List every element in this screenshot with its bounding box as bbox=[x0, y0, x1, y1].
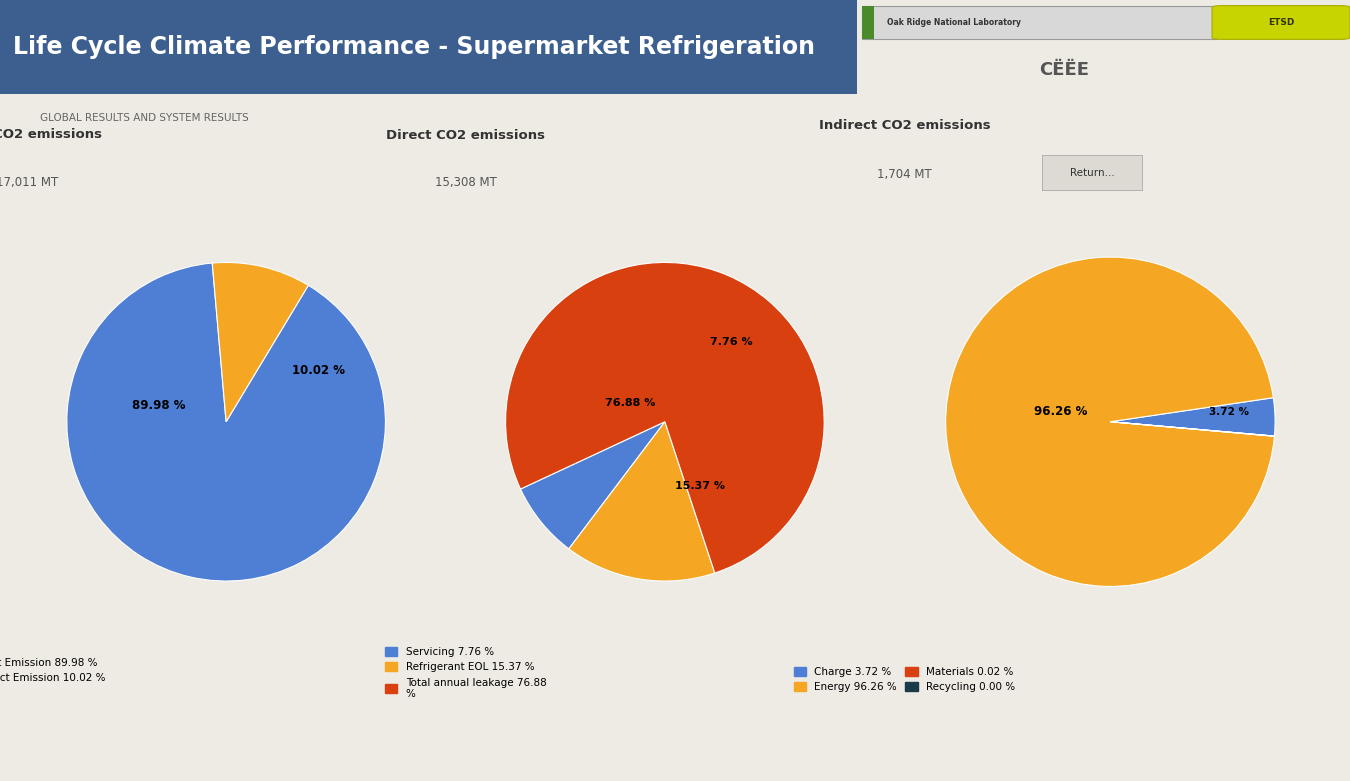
Text: 7.76 %: 7.76 % bbox=[710, 337, 753, 348]
Text: CËËE: CËËE bbox=[1040, 61, 1089, 80]
Text: 15.37 %: 15.37 % bbox=[675, 480, 725, 490]
Text: GLOBAL RESULTS AND SYSTEM RESULTS: GLOBAL RESULTS AND SYSTEM RESULTS bbox=[40, 113, 250, 123]
Wedge shape bbox=[1110, 422, 1274, 437]
Bar bbox=[863, 5, 875, 39]
Text: 76.88 %: 76.88 % bbox=[605, 398, 655, 408]
Text: ETSD: ETSD bbox=[1268, 18, 1295, 27]
Text: 96.26 %: 96.26 % bbox=[1034, 405, 1088, 418]
Polygon shape bbox=[863, 5, 864, 39]
Text: 17,011 MT: 17,011 MT bbox=[0, 177, 58, 189]
Text: 3.72 %: 3.72 % bbox=[1210, 407, 1249, 417]
Wedge shape bbox=[68, 263, 385, 581]
Text: 15,308 MT: 15,308 MT bbox=[435, 177, 497, 189]
Wedge shape bbox=[1110, 422, 1274, 436]
Wedge shape bbox=[506, 262, 824, 573]
Text: Life Cycle Climate Performance - Supermarket Refrigeration: Life Cycle Climate Performance - Superma… bbox=[14, 35, 815, 59]
FancyBboxPatch shape bbox=[1042, 155, 1143, 191]
Wedge shape bbox=[212, 262, 308, 422]
FancyBboxPatch shape bbox=[1212, 5, 1350, 39]
Legend: Servicing 7.76 %, Refrigerant EOL 15.37 %, Total annual leakage 76.88
%: Servicing 7.76 %, Refrigerant EOL 15.37 … bbox=[381, 643, 551, 703]
Wedge shape bbox=[568, 422, 714, 581]
Wedge shape bbox=[1110, 398, 1274, 436]
Text: Direct CO2 emissions: Direct CO2 emissions bbox=[386, 129, 545, 141]
Text: 1,704 MT: 1,704 MT bbox=[878, 168, 931, 181]
Text: 10.02 %: 10.02 % bbox=[292, 364, 346, 377]
Legend: Direct Emission 89.98 %, Indirect Emission 10.02 %: Direct Emission 89.98 %, Indirect Emissi… bbox=[0, 654, 109, 687]
Text: Indirect CO2 emissions: Indirect CO2 emissions bbox=[818, 119, 991, 132]
Wedge shape bbox=[946, 257, 1274, 587]
Text: 89.98 %: 89.98 % bbox=[132, 399, 186, 412]
Text: Return...: Return... bbox=[1071, 169, 1115, 178]
Bar bbox=[863, 5, 1216, 39]
Text: Total CO2 emissions: Total CO2 emissions bbox=[0, 129, 103, 141]
Wedge shape bbox=[521, 422, 664, 549]
Text: Oak Ridge National Laboratory: Oak Ridge National Laboratory bbox=[887, 18, 1021, 27]
Legend: Charge 3.72 %, Energy 96.26 %, Materials 0.02 %, Recycling 0.00 %: Charge 3.72 %, Energy 96.26 %, Materials… bbox=[790, 662, 1019, 697]
